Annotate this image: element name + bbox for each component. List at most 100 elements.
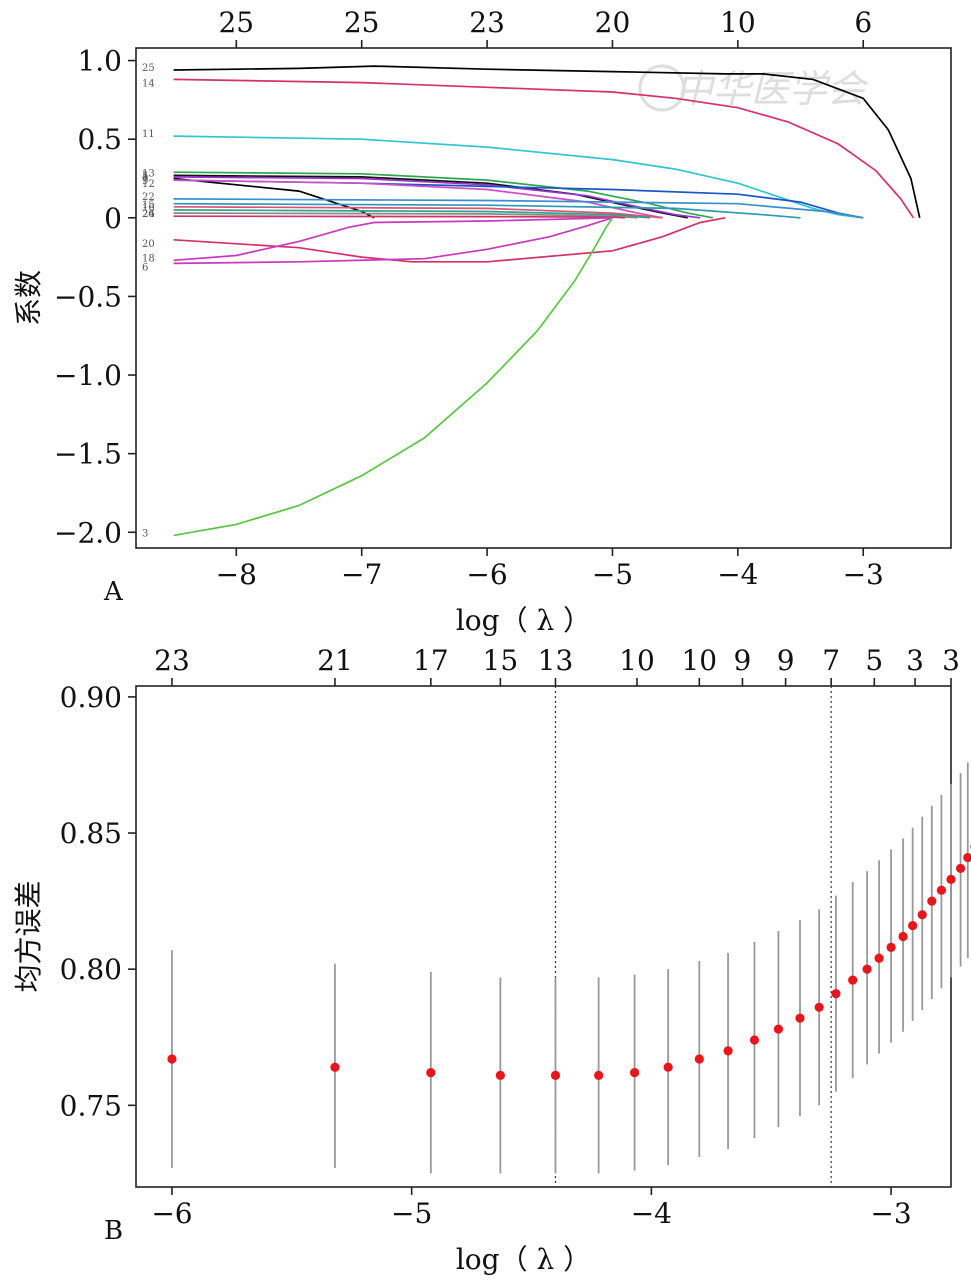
y-tick-label: 0.85	[60, 817, 122, 850]
curve-label-18: 18	[142, 253, 155, 264]
watermark-seal	[638, 64, 686, 112]
coefficient-line-22	[173, 198, 864, 219]
mse-point	[773, 1024, 784, 1034]
top-tick-label: 5	[865, 644, 883, 677]
panel-a-x-axis-label: log（ λ ）	[456, 604, 591, 637]
mse-point	[426, 1068, 436, 1078]
mse-point	[874, 953, 884, 963]
panel-b-top-ticks: 2321171513101099753310	[154, 644, 960, 686]
mse-point	[886, 942, 896, 952]
mse-point	[898, 931, 908, 942]
panel-b-cross-validation-chart: −6 −5 −4 −3 0.90 0.85 0.80 0.75 23 21 17 15 13 10 10…	[12, 644, 971, 1276]
top-tick-label: 13	[538, 644, 574, 677]
coefficient-line-15	[173, 205, 663, 219]
panel-b-y-ticks: 0.90 0.85 0.80 0.75	[60, 681, 136, 1122]
top-tick-label: 15	[483, 644, 519, 677]
top-tick-label: 20	[595, 6, 631, 39]
top-tick-label: 9	[777, 644, 795, 677]
coefficient-line-4	[173, 177, 375, 219]
curve-label-9: 9	[142, 176, 148, 187]
x-tick-label: −3	[843, 558, 884, 591]
panel-a-coefficient-lines	[173, 65, 921, 537]
mse-point	[330, 1062, 340, 1072]
coefficient-line-3	[173, 217, 614, 537]
x-tick-label: −8	[216, 558, 257, 591]
top-tick-label: 25	[218, 6, 254, 39]
x-tick-label: −4	[631, 1197, 672, 1230]
top-tick-label: 10	[720, 6, 756, 39]
coefficient-line-20	[173, 216, 726, 263]
y-tick-label: −0.5	[54, 280, 122, 313]
y-tick-label: −2.0	[54, 516, 122, 549]
coefficient-line-18	[173, 216, 613, 262]
mse-point	[723, 1046, 733, 1056]
curve-label-14: 14	[142, 78, 155, 89]
top-tick-label: 9	[734, 644, 752, 677]
curve-label-11: 11	[142, 129, 155, 140]
coefficient-line-9	[173, 176, 701, 219]
panel-b-lambda-reference-lines	[554, 686, 832, 1187]
mse-point	[831, 989, 841, 999]
mse-point	[963, 852, 971, 863]
curve-label-24: 24	[142, 209, 155, 220]
y-tick-label: −1.0	[54, 359, 122, 392]
mse-point	[495, 1070, 505, 1080]
panel-a-y-axis-label: 系数	[12, 270, 45, 326]
top-tick-label: 17	[413, 644, 449, 677]
top-tick-label: 21	[317, 644, 353, 677]
mse-point	[749, 1035, 760, 1045]
curve-label-22: 22	[142, 192, 155, 203]
x-tick-label: −6	[151, 1197, 192, 1230]
panel-b-plot-frame	[135, 685, 952, 1188]
panel-a-plot-frame	[135, 47, 952, 549]
top-tick-label: 3	[906, 644, 924, 677]
top-tick-label: 10	[619, 644, 655, 677]
y-tick-label: 0.5	[77, 123, 122, 156]
mse-point	[927, 896, 937, 906]
x-tick-label: −3	[870, 1197, 911, 1230]
panel-b-error-bars	[171, 762, 969, 1174]
curve-label-13: 13	[142, 168, 155, 179]
panel-b-mse-points	[167, 844, 971, 1080]
mse-point	[795, 1013, 805, 1023]
top-tick-label: 7	[822, 644, 840, 677]
coefficient-line-24	[173, 215, 626, 219]
curve-label-15: 15	[142, 200, 155, 211]
y-tick-label: 0	[104, 202, 122, 235]
top-tick-label: 10	[681, 644, 717, 677]
mse-point	[917, 910, 927, 920]
curve-label-16: 16	[142, 203, 155, 214]
mse-point	[862, 964, 872, 974]
curve-label-26: 26	[142, 209, 155, 220]
panel-a-top-ticks: 25 25 23 20 10 6	[218, 6, 872, 48]
top-tick-label: 6	[854, 6, 872, 39]
mse-point	[936, 885, 947, 895]
mse-point	[908, 921, 918, 931]
coefficient-line-16	[173, 202, 801, 219]
panel-b-x-axis-label: log（ λ ）	[456, 1243, 591, 1276]
panel-a-y-ticks: 1.0 0.5 0 −0.5 −1.0 −1.5 −2.0	[54, 45, 136, 549]
coefficient-line-26	[173, 209, 651, 219]
mse-point	[629, 1068, 640, 1078]
curve-label-20: 20	[142, 239, 155, 250]
x-tick-label: −5	[592, 558, 633, 591]
panel-b-letter: B	[104, 1216, 123, 1246]
curve-label-5: 5	[142, 171, 148, 182]
coefficient-line-6	[173, 216, 613, 265]
panel-a-x-ticks: −8 −7 −6 −5 −4 −3	[216, 548, 884, 591]
mse-point	[946, 874, 956, 884]
y-tick-label: 1.0	[77, 45, 122, 78]
mse-point	[848, 975, 858, 985]
x-tick-label: −4	[717, 558, 758, 591]
x-tick-label: −5	[391, 1197, 432, 1230]
mse-point	[550, 1070, 561, 1080]
coefficient-line-12	[173, 179, 663, 219]
x-tick-label: −7	[341, 558, 382, 591]
coefficient-line-14	[173, 78, 915, 219]
mse-point	[955, 863, 966, 874]
mse-point	[694, 1054, 704, 1064]
mse-point	[814, 1002, 824, 1012]
mse-point	[594, 1070, 604, 1080]
curve-label-4: 4	[142, 172, 148, 183]
